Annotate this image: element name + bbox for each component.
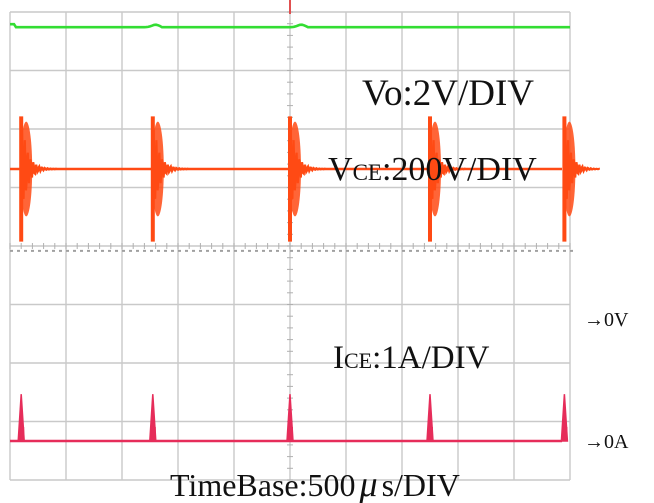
timebase-label: TimeBase:500 μ s/DIV — [170, 464, 460, 503]
ice-label: ICE:1A/DIV — [333, 340, 490, 376]
vce-burst — [429, 121, 441, 217]
vo-trace — [10, 22, 570, 29]
vce-burst — [289, 121, 301, 217]
zero-amp-marker: →0A — [584, 431, 629, 453]
vce-burst — [20, 121, 33, 217]
traces — [10, 22, 600, 443]
vce-burst — [563, 121, 576, 217]
zero-volt-marker: →0V — [584, 309, 629, 331]
vce-burst — [151, 121, 164, 217]
vo-label: Vo:2V/DIV — [362, 73, 534, 114]
vce-label: VCE:200V/DIV — [328, 151, 537, 188]
